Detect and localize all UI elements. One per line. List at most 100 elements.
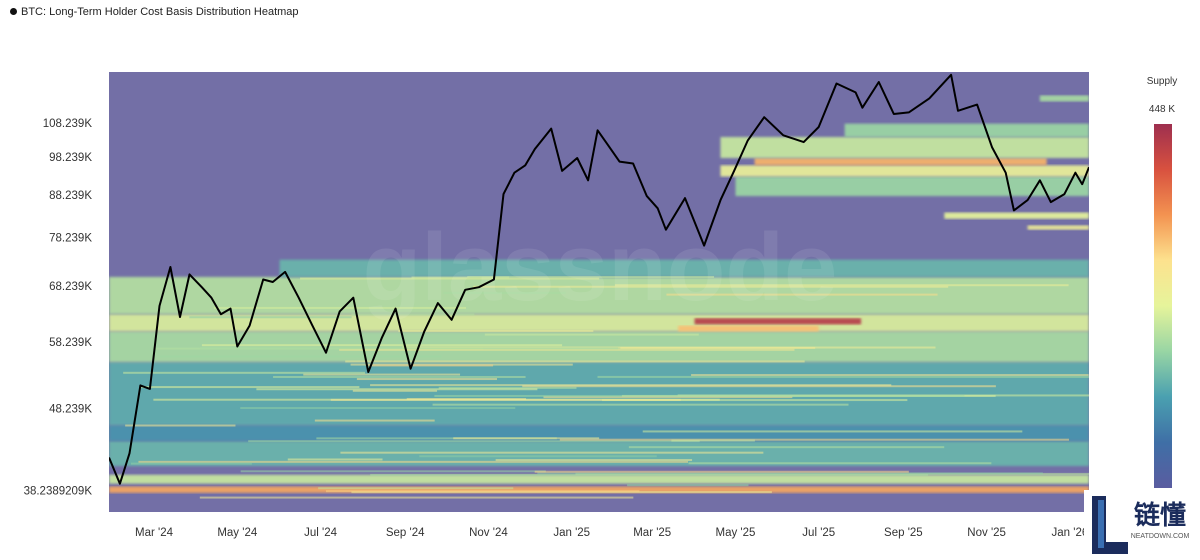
heat-stripe (201, 344, 563, 347)
y-tick-label: 78.239K (49, 233, 92, 245)
heat-stripe (671, 439, 755, 442)
heat-stripe (522, 385, 996, 388)
x-tick-label: Jan '26 (1052, 527, 1089, 539)
heat-band-14 (720, 165, 1089, 177)
heat-stripe (597, 375, 1089, 378)
heat-stripe (273, 375, 526, 378)
x-tick-label: Sep '25 (884, 527, 923, 539)
heat-band-8 (279, 259, 1089, 277)
heat-stripe (368, 364, 494, 367)
y-tick-label: 58.239K (49, 337, 92, 349)
heat-stripe (614, 284, 1069, 287)
x-tick-label: Nov '25 (967, 527, 1006, 539)
heat-stripe (356, 378, 498, 381)
heat-stripe (473, 285, 949, 288)
x-tick-label: May '24 (217, 527, 258, 539)
heat-stripe (340, 451, 764, 454)
heat-band-13 (735, 176, 1089, 197)
heat-stripe (628, 446, 945, 449)
heat-stripe (352, 389, 438, 392)
heat-stripe (370, 473, 929, 476)
y-tick-label: 38.2389209K (24, 486, 93, 498)
heat-stripe (189, 316, 352, 319)
heat-stripe (325, 490, 640, 493)
x-axis: Mar '24 May '24 Jul '24 Sep '24 Nov '24 Jan '… (135, 527, 1088, 539)
heat-stripe (453, 437, 600, 440)
x-tick-label: Mar '25 (633, 527, 671, 539)
heat-stripe (627, 484, 749, 487)
x-tick-label: Mar '24 (135, 527, 174, 539)
heat-stripe (543, 396, 793, 399)
heat-stripe (240, 407, 516, 410)
heat-stripe (691, 374, 1089, 377)
y-tick-label: 108.239K (43, 118, 93, 130)
heat-stripe (248, 440, 700, 443)
heat-stripe (438, 386, 577, 389)
heat-stripe (153, 398, 720, 401)
x-tick-label: May '25 (716, 527, 756, 539)
btc-price-line (109, 73, 1089, 485)
heat-stripe (351, 313, 475, 316)
heat-stripe (314, 419, 435, 422)
heat-band-12 (1027, 225, 1089, 230)
heat-band-1 (109, 474, 1089, 484)
heat-band-0 (109, 486, 1089, 493)
heat-stripe (318, 487, 514, 490)
heat-stripe (398, 329, 594, 332)
heat-stripe (642, 430, 1023, 433)
heat-stripe (159, 355, 442, 358)
title-bullet-icon (10, 7, 17, 15)
heat-stripe (300, 277, 600, 280)
heat-stripe (411, 276, 510, 279)
heatmap-bands (109, 95, 1089, 499)
heat-stripe (139, 386, 360, 389)
heat-stripe (402, 346, 936, 349)
x-tick-label: Jul '25 (802, 527, 835, 539)
heat-stripe (199, 347, 619, 350)
heat-band-17 (844, 123, 1089, 138)
heat-stripe (303, 373, 461, 376)
heat-stripe (419, 455, 657, 458)
watermark-text: glassnode (363, 214, 838, 321)
heat-stripe (125, 424, 236, 427)
heat-stripe (287, 458, 383, 461)
x-tick-label: Jul '24 (304, 527, 337, 539)
heat-stripe (138, 460, 689, 463)
y-tick-label: 48.239K (49, 404, 92, 416)
heat-stripe (443, 291, 566, 294)
heat-band-15 (754, 158, 1047, 166)
heat-stripe (467, 276, 715, 279)
chart-title-text: BTC: Long-Term Holder Cost Basis Distrib… (21, 6, 299, 18)
heat-band-3 (109, 425, 1089, 442)
logo-brand-url: NEATDOWN.COM (1131, 533, 1190, 540)
logo-brand-cn: 链懂 (1134, 500, 1186, 531)
x-tick-label: Jan '25 (553, 527, 590, 539)
heat-stripe (130, 462, 252, 465)
heat-stripe (601, 399, 908, 402)
heat-stripe (537, 472, 1043, 475)
y-tick-label: 98.239K (49, 152, 92, 164)
heat-stripe (484, 333, 699, 336)
heat-stripe (345, 360, 805, 363)
heat-band-9 (694, 318, 862, 325)
heat-stripe (316, 437, 557, 440)
x-tick-label: Sep '24 (386, 527, 425, 539)
heat-band-18 (1039, 95, 1089, 102)
heat-band-10 (678, 325, 819, 332)
heat-stripe (559, 438, 1069, 441)
heat-stripe (199, 496, 634, 499)
colorbar-ramp (1154, 124, 1172, 488)
heat-stripe (370, 384, 892, 387)
heat-band-4 (109, 362, 1089, 426)
heat-stripe (434, 394, 965, 397)
colorbar-max-label: 448 K (1149, 104, 1175, 115)
colorbar-title: Supply (1147, 76, 1178, 87)
heat-band-11 (944, 212, 1089, 219)
heat-stripe (240, 470, 546, 473)
heat-stripe (256, 388, 538, 391)
y-tick-label: 68.239K (49, 281, 92, 293)
x-tick-label: Nov '24 (469, 527, 508, 539)
heat-stripe (432, 403, 849, 406)
chart-title: BTC: Long-Term Holder Cost Basis Distrib… (10, 6, 299, 18)
